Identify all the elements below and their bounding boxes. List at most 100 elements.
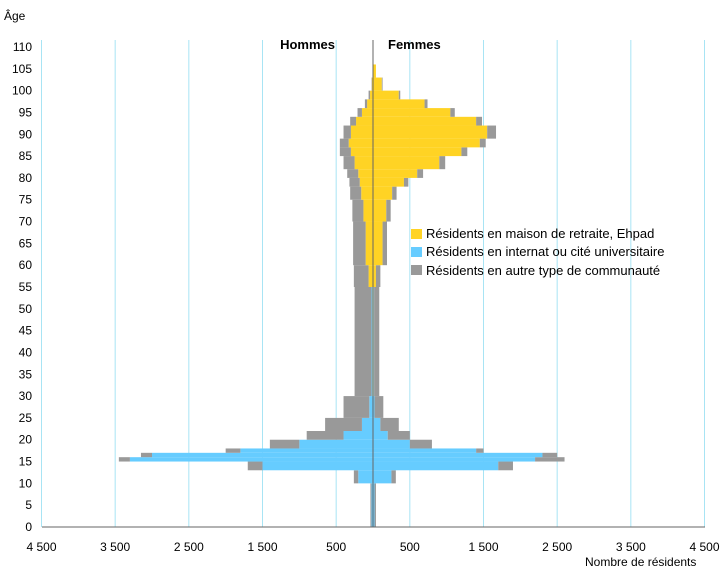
bar-women-series-2 bbox=[381, 77, 383, 91]
bar-women-series-2 bbox=[424, 99, 428, 109]
bar-women-series-0 bbox=[373, 138, 480, 148]
bar-women-series-2 bbox=[535, 457, 565, 462]
bar-women-series-2 bbox=[398, 90, 401, 100]
y-tick-label: 25 bbox=[19, 411, 33, 425]
x-tick-label: 2 500 bbox=[542, 540, 572, 554]
bar-men-series-2 bbox=[343, 156, 355, 170]
bar-men-series-2 bbox=[225, 448, 241, 453]
bar-women-series-1 bbox=[373, 457, 536, 462]
bar-men-series-0 bbox=[370, 90, 373, 100]
y-tick-label: 5 bbox=[25, 498, 32, 512]
bar-men-series-2 bbox=[339, 147, 351, 157]
y-tick-label: 75 bbox=[19, 193, 33, 207]
bar-men-series-0 bbox=[361, 186, 373, 200]
y-tick-label: 15 bbox=[19, 455, 33, 469]
men-label: Hommes bbox=[280, 37, 335, 52]
bar-women-series-2 bbox=[450, 108, 455, 117]
bar-women-series-2 bbox=[479, 138, 486, 148]
bar-men-series-2 bbox=[347, 169, 359, 178]
x-tick-label: 3 500 bbox=[100, 540, 130, 554]
bar-women-series-1 bbox=[373, 417, 381, 431]
y-tick-label: 70 bbox=[19, 215, 33, 229]
bar-women-series-0 bbox=[373, 99, 425, 109]
bar-men-series-0 bbox=[359, 177, 373, 187]
y-tick-label: 60 bbox=[19, 258, 33, 272]
bars bbox=[118, 64, 565, 527]
bar-women-series-2 bbox=[374, 483, 376, 527]
y-tick-label: 100 bbox=[12, 84, 32, 98]
bar-men-series-1 bbox=[371, 287, 373, 397]
y-tick-label: 105 bbox=[12, 62, 32, 76]
axes: 4 500 3 500 2 500 1 500 500 500 1 500 2 500 3 50… bbox=[12, 40, 720, 554]
legend: Résidents en maison de retraite, Ehpad R… bbox=[411, 226, 664, 278]
bar-women-series-2 bbox=[409, 439, 432, 449]
bar-women-series-2 bbox=[386, 199, 391, 222]
x-tick-label: 500 bbox=[326, 540, 346, 554]
y-axis-title: Âge bbox=[4, 8, 26, 23]
bar-women-series-2 bbox=[387, 431, 410, 440]
bar-men-series-2 bbox=[354, 287, 372, 397]
x-tick-label: 500 bbox=[400, 540, 420, 554]
bar-women-series-2 bbox=[439, 156, 446, 170]
bar-men-series-0 bbox=[356, 116, 373, 126]
legend-swatch-autre bbox=[411, 265, 422, 275]
bar-men-series-1 bbox=[262, 461, 373, 471]
y-tick-label: 45 bbox=[19, 324, 33, 338]
bar-women-series-2 bbox=[498, 461, 513, 471]
x-tick-label: 3 500 bbox=[616, 540, 646, 554]
bar-men-series-0 bbox=[358, 169, 373, 178]
y-tick-label: 35 bbox=[19, 367, 33, 381]
bar-women-series-0 bbox=[373, 186, 393, 200]
bar-men-series-1 bbox=[240, 448, 373, 453]
y-tick-label: 10 bbox=[19, 476, 33, 490]
legend-label-autre: Résidents en autre type de communauté bbox=[426, 263, 660, 278]
bar-women-series-1 bbox=[373, 439, 410, 449]
y-tick-label: 20 bbox=[19, 433, 33, 447]
bar-women-series-2 bbox=[391, 470, 396, 484]
bar-women-series-2 bbox=[403, 177, 409, 187]
bar-men-series-2 bbox=[306, 431, 344, 440]
bar-men-series-1 bbox=[361, 417, 373, 431]
bar-women-series-0 bbox=[373, 108, 451, 117]
bar-men-series-2 bbox=[353, 265, 369, 287]
bar-women-series-1 bbox=[373, 396, 375, 418]
bar-men-series-2 bbox=[364, 99, 368, 109]
bar-men-series-1 bbox=[343, 431, 373, 440]
bar-men-series-1 bbox=[129, 457, 373, 462]
bar-men-series-0 bbox=[350, 147, 373, 157]
y-tick-label: 80 bbox=[19, 171, 33, 185]
bar-women-series-1 bbox=[373, 448, 477, 453]
x-tick-label: 2 500 bbox=[174, 540, 204, 554]
bar-men-series-2 bbox=[247, 461, 263, 471]
bar-women-series-0 bbox=[373, 156, 440, 170]
y-tick-label: 0 bbox=[25, 520, 32, 534]
bar-women-series-2 bbox=[375, 265, 381, 287]
legend-swatch-internat bbox=[411, 247, 422, 257]
bar-women-series-2 bbox=[374, 396, 384, 418]
bar-men-series-1 bbox=[299, 439, 373, 449]
bar-men-series-2 bbox=[368, 90, 371, 100]
bar-women-series-0 bbox=[373, 221, 383, 266]
bar-women-series-0 bbox=[373, 77, 382, 91]
bar-men-series-2 bbox=[269, 439, 300, 449]
bar-women-series-2 bbox=[542, 452, 558, 458]
bar-women-series-2 bbox=[461, 147, 468, 157]
bar-men-series-1 bbox=[369, 396, 373, 418]
bar-men-series-2 bbox=[349, 177, 360, 187]
bar-women-series-2 bbox=[417, 169, 424, 178]
bar-men-series-2 bbox=[350, 116, 357, 126]
bar-men-series-2 bbox=[343, 396, 370, 418]
bar-women-series-2 bbox=[380, 417, 399, 431]
legend-swatch-ehpad bbox=[411, 229, 422, 239]
bar-women-series-0 bbox=[373, 199, 387, 222]
y-tick-label: 30 bbox=[19, 389, 33, 403]
bar-women-series-2 bbox=[392, 186, 397, 200]
y-tick-label: 90 bbox=[19, 127, 33, 141]
bar-women-series-0 bbox=[373, 64, 376, 78]
bar-men-series-1 bbox=[152, 452, 373, 458]
bar-women-series-1 bbox=[373, 461, 499, 471]
bar-men-series-0 bbox=[361, 108, 373, 117]
legend-label-internat: Résidents en internat ou cité universita… bbox=[426, 244, 664, 259]
legend-label-ehpad: Résidents en maison de retraite, Ehpad bbox=[426, 226, 654, 241]
